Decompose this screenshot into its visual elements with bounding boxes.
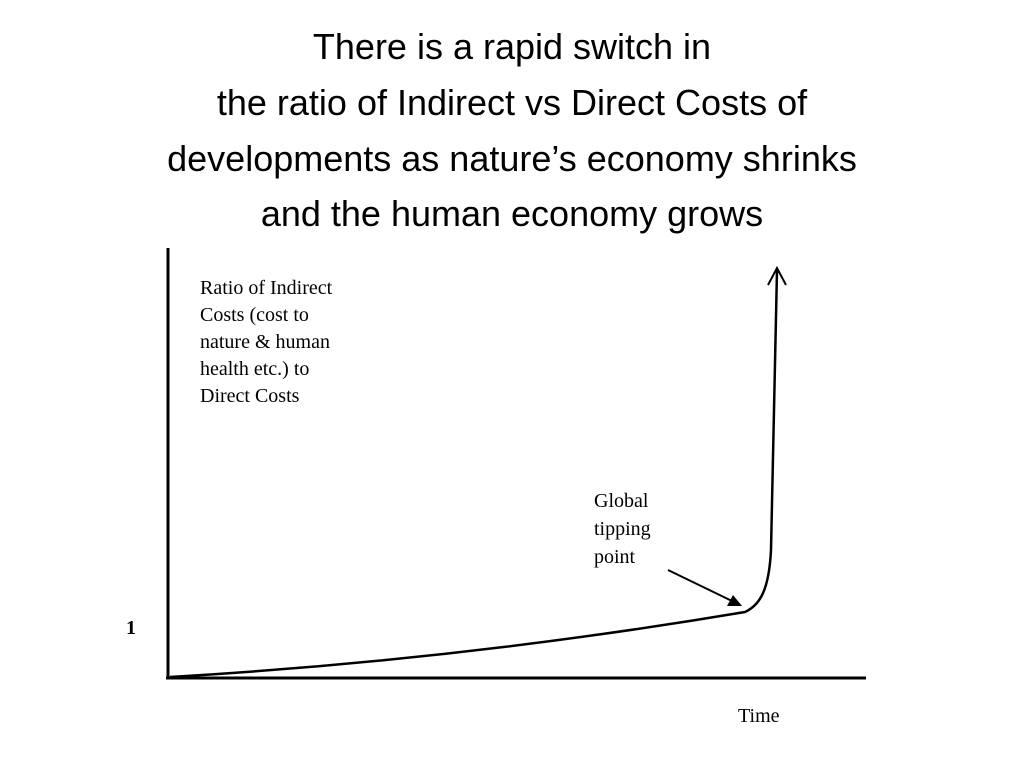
x-axis-label: Time <box>738 705 780 727</box>
title-line: developments as nature’s economy shrinks <box>167 138 857 179</box>
y-axis-label-line: Ratio of Indirect <box>200 277 333 299</box>
y-axis-label-line: Costs (cost to <box>200 304 309 326</box>
y-axis-label: Ratio of Indirect Costs (cost to nature … <box>200 277 333 407</box>
title: There is a rapid switch in the ratio of … <box>167 26 857 234</box>
y-tick-label: 1 <box>126 617 136 639</box>
y-axis-label-line: Direct Costs <box>200 385 300 407</box>
title-line: There is a rapid switch in <box>313 26 711 67</box>
annotation-line: Global <box>594 490 649 512</box>
y-axis-label-line: health etc.) to <box>200 358 309 380</box>
curve-arrowhead <box>767 265 787 286</box>
curve <box>169 269 779 679</box>
annotation-arrowhead <box>727 595 742 606</box>
annotation-line: point <box>594 546 636 568</box>
y-axis-label-line: nature & human <box>200 331 330 353</box>
title-line: the ratio of Indirect vs Direct Costs of <box>217 82 808 123</box>
annotation: Global tipping point <box>594 490 651 568</box>
title-line: and the human economy grows <box>261 193 763 234</box>
annotation-line: tipping <box>594 518 651 540</box>
annotation-arrow <box>667 569 733 602</box>
